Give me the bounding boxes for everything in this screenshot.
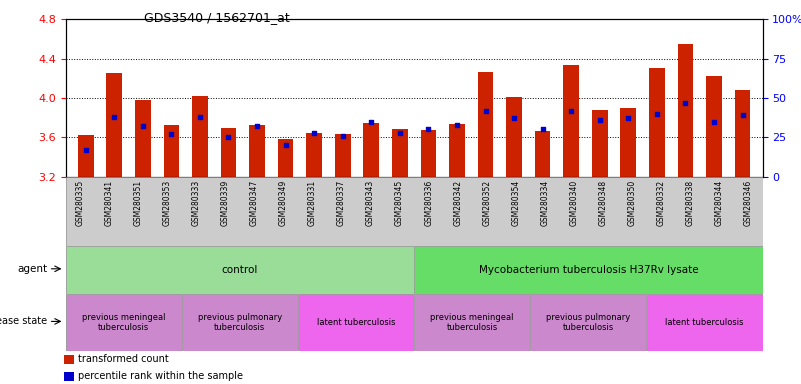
Text: GSM280333: GSM280333 xyxy=(192,180,201,226)
Bar xyxy=(135,100,151,177)
Point xyxy=(308,129,320,136)
Bar xyxy=(649,68,665,177)
Text: GSM280335: GSM280335 xyxy=(76,180,85,226)
Text: transformed count: transformed count xyxy=(78,354,169,364)
Bar xyxy=(621,108,636,177)
Point xyxy=(365,119,378,125)
Point xyxy=(565,108,578,114)
Bar xyxy=(563,65,579,177)
Text: agent: agent xyxy=(17,264,47,274)
Text: previous meningeal
tuberculosis: previous meningeal tuberculosis xyxy=(82,313,166,332)
Point xyxy=(280,142,292,148)
Bar xyxy=(249,126,265,177)
Bar xyxy=(220,128,236,177)
Text: GSM280344: GSM280344 xyxy=(714,180,723,226)
Text: GDS3540 / 1562701_at: GDS3540 / 1562701_at xyxy=(144,12,290,25)
Bar xyxy=(192,96,207,177)
Text: GSM280332: GSM280332 xyxy=(657,180,666,226)
Point xyxy=(422,126,435,132)
Point xyxy=(536,126,549,132)
Point xyxy=(622,115,634,121)
Bar xyxy=(107,73,122,177)
Point xyxy=(736,112,749,118)
Point xyxy=(251,123,264,129)
Text: previous meningeal
tuberculosis: previous meningeal tuberculosis xyxy=(430,313,514,332)
Bar xyxy=(449,124,465,177)
Bar xyxy=(535,131,550,177)
Point xyxy=(336,132,349,139)
Point xyxy=(650,111,663,117)
Text: latent tuberculosis: latent tuberculosis xyxy=(316,318,396,327)
Bar xyxy=(64,355,74,364)
Text: Mycobacterium tuberculosis H37Rv lysate: Mycobacterium tuberculosis H37Rv lysate xyxy=(478,265,698,275)
Text: control: control xyxy=(222,265,258,275)
Text: GSM280337: GSM280337 xyxy=(337,180,346,226)
Bar xyxy=(364,122,379,177)
Point xyxy=(136,123,149,129)
Text: latent tuberculosis: latent tuberculosis xyxy=(665,318,744,327)
Point xyxy=(450,122,463,128)
Bar xyxy=(592,110,608,177)
Text: GSM280343: GSM280343 xyxy=(366,180,375,226)
Text: GSM280340: GSM280340 xyxy=(570,180,578,226)
Bar xyxy=(678,44,694,177)
Point xyxy=(222,134,235,140)
Text: GSM280341: GSM280341 xyxy=(105,180,114,226)
Bar xyxy=(278,139,293,177)
Text: GSM280348: GSM280348 xyxy=(598,180,607,226)
Point xyxy=(165,131,178,137)
Point xyxy=(679,99,692,106)
Bar xyxy=(335,134,351,177)
Text: GSM280347: GSM280347 xyxy=(250,180,259,226)
Text: GSM280353: GSM280353 xyxy=(163,180,171,226)
Text: GSM280350: GSM280350 xyxy=(627,180,636,226)
Bar xyxy=(392,129,408,177)
Text: previous pulmonary
tuberculosis: previous pulmonary tuberculosis xyxy=(546,313,630,332)
Point xyxy=(479,108,492,114)
Text: GSM280352: GSM280352 xyxy=(482,180,491,226)
Bar xyxy=(64,372,74,381)
Bar xyxy=(163,126,179,177)
Bar xyxy=(706,76,722,177)
Text: GSM280345: GSM280345 xyxy=(395,180,404,226)
Text: GSM280351: GSM280351 xyxy=(134,180,143,226)
Text: GSM280354: GSM280354 xyxy=(511,180,520,226)
Text: previous pulmonary
tuberculosis: previous pulmonary tuberculosis xyxy=(198,313,282,332)
Bar xyxy=(421,131,437,177)
Text: GSM280349: GSM280349 xyxy=(279,180,288,226)
Text: GSM280331: GSM280331 xyxy=(308,180,317,226)
Point xyxy=(594,117,606,123)
Point xyxy=(79,147,92,153)
Text: GSM280334: GSM280334 xyxy=(541,180,549,226)
Text: GSM280342: GSM280342 xyxy=(453,180,462,226)
Point xyxy=(108,114,121,120)
Text: disease state: disease state xyxy=(0,316,47,326)
Text: GSM280338: GSM280338 xyxy=(686,180,694,226)
Bar xyxy=(477,72,493,177)
Point xyxy=(508,115,521,121)
Text: percentile rank within the sample: percentile rank within the sample xyxy=(78,371,244,381)
Point xyxy=(194,114,207,120)
Text: GSM280346: GSM280346 xyxy=(743,180,752,226)
Bar xyxy=(506,97,522,177)
Bar xyxy=(306,133,322,177)
Point xyxy=(707,119,720,125)
Text: GSM280339: GSM280339 xyxy=(221,180,230,226)
Point xyxy=(393,129,406,136)
Text: GSM280336: GSM280336 xyxy=(425,180,433,226)
Bar xyxy=(735,90,751,177)
Bar xyxy=(78,135,94,177)
